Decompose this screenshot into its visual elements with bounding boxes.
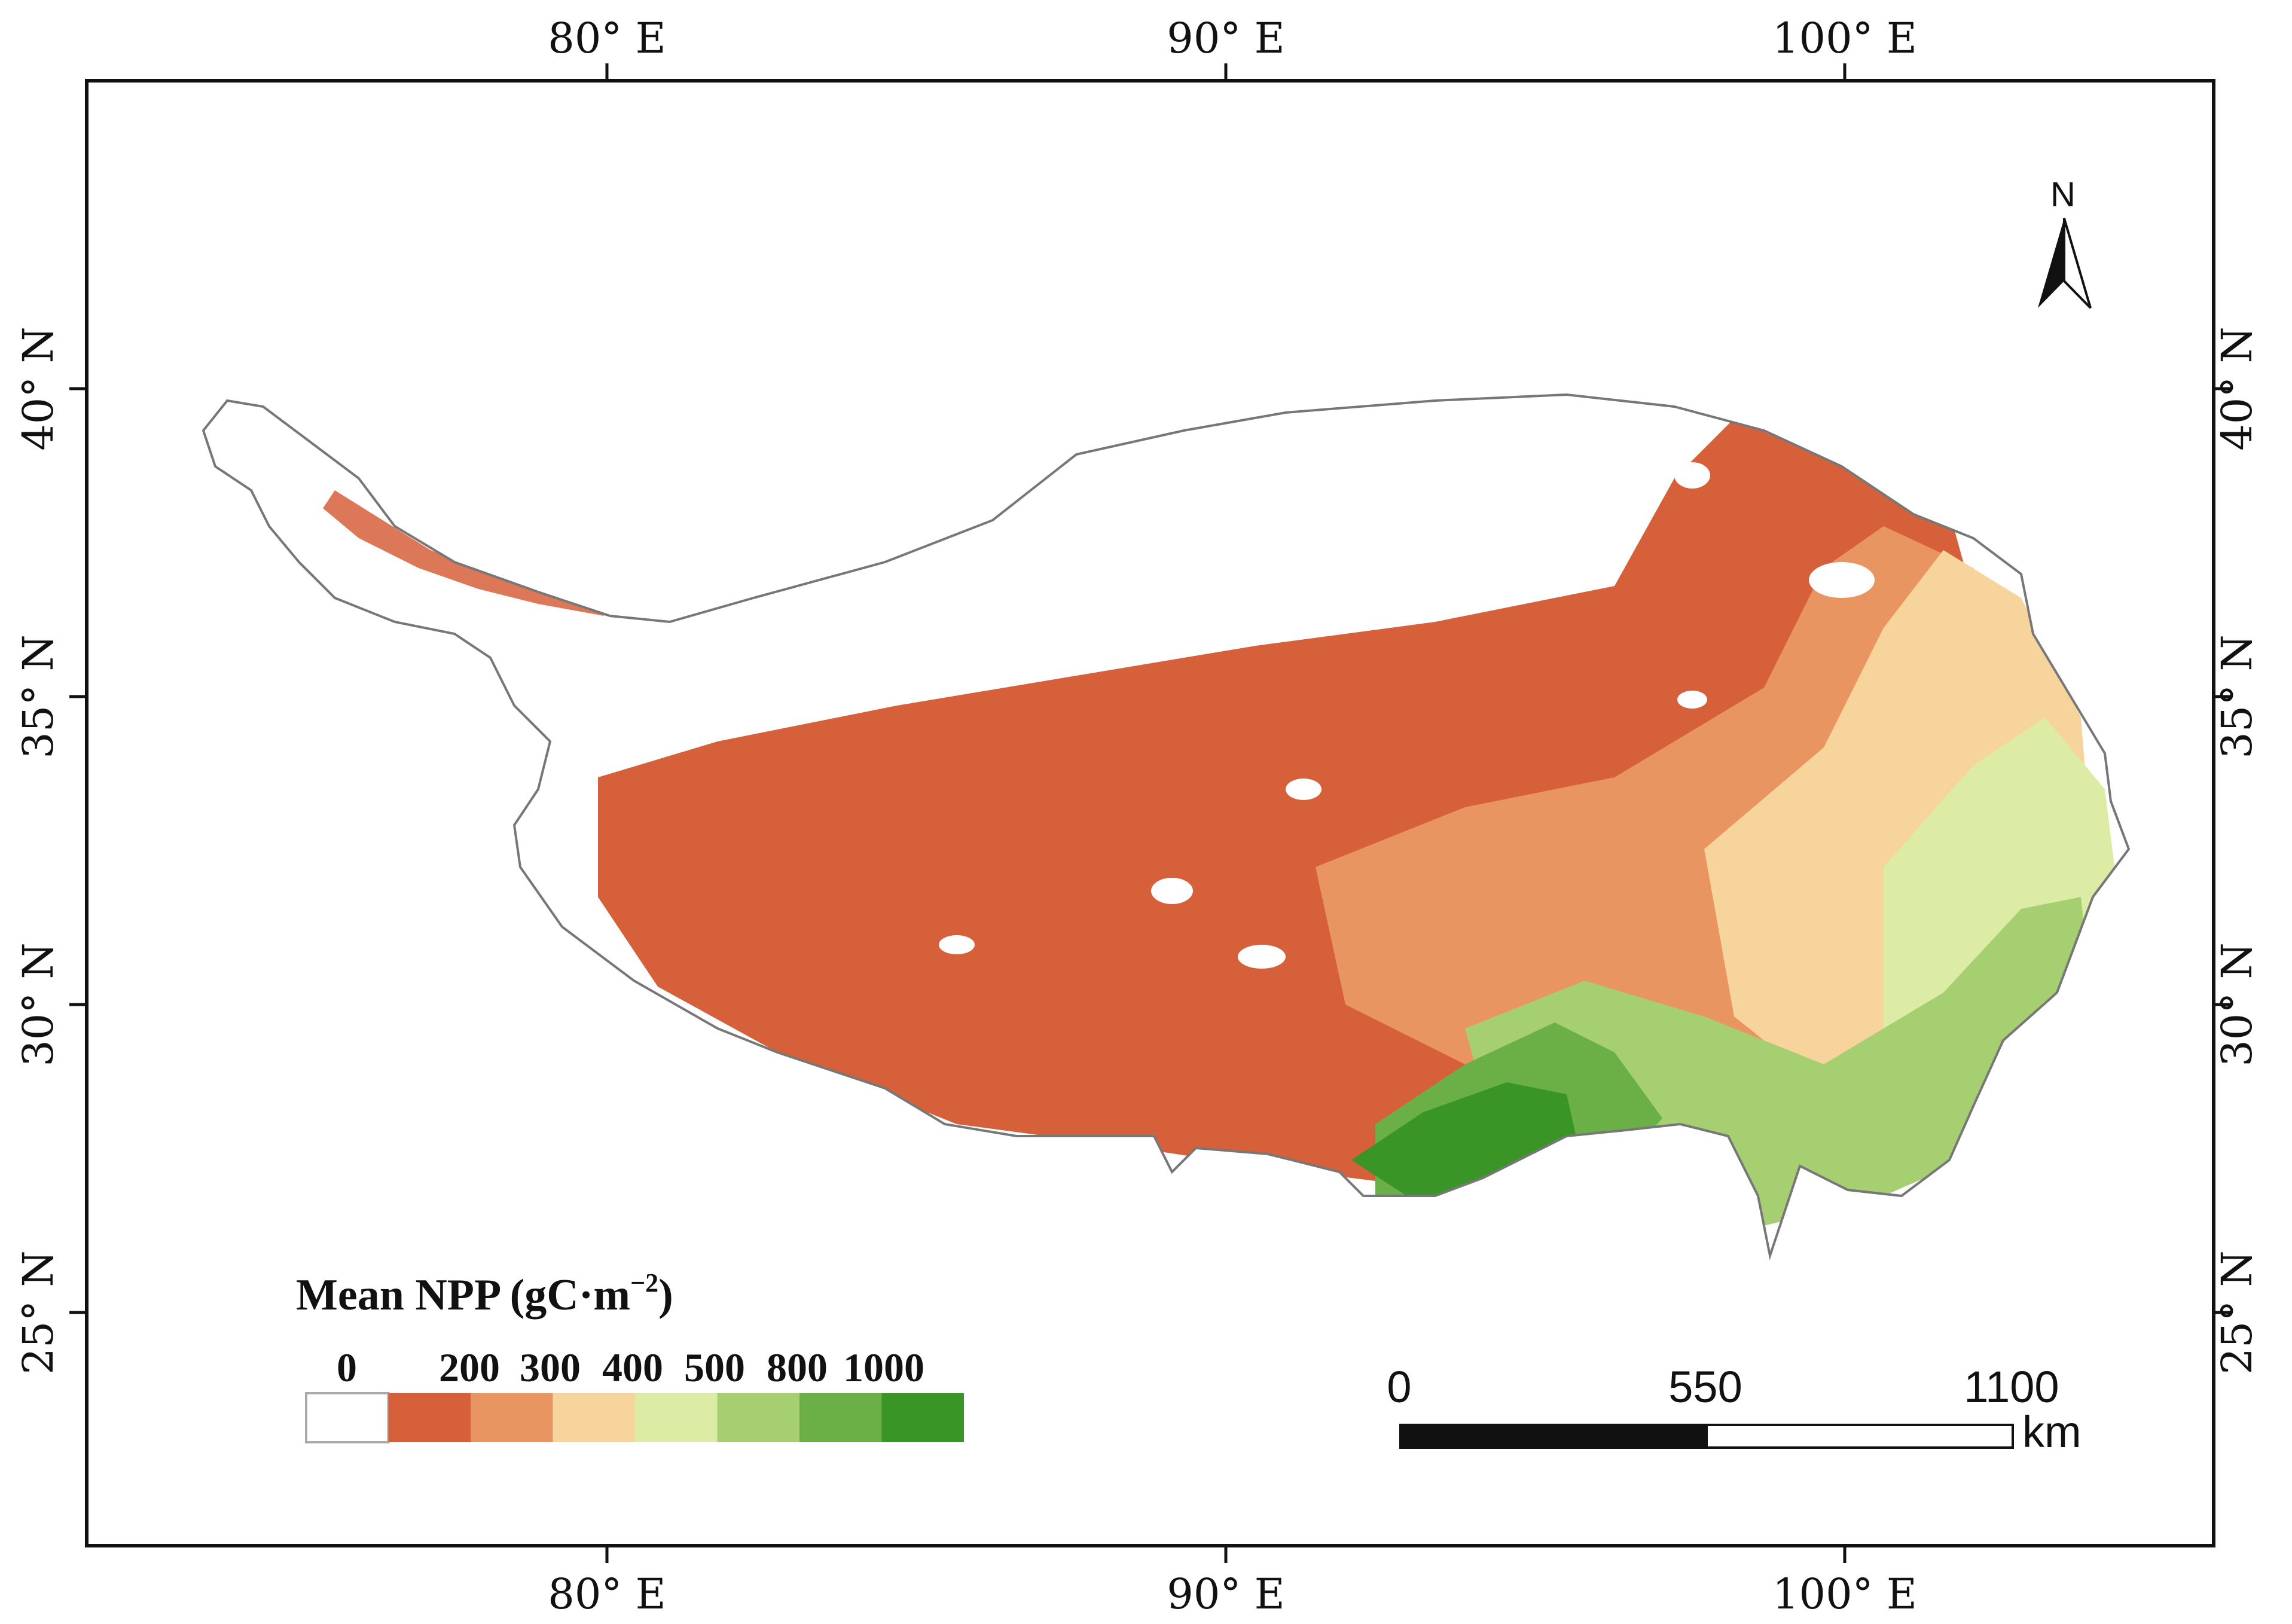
legend-swatches — [305, 1392, 964, 1443]
scale-bar: 0 550 1100 km — [1387, 1362, 2081, 1457]
legend-label-200: 200 — [439, 1345, 500, 1390]
north-arrow: N — [2038, 175, 2092, 309]
lon-label-top-80: 80° E — [548, 14, 666, 63]
legend-swatch-400-500 — [635, 1393, 718, 1442]
scale-segment-white — [1705, 1424, 2014, 1449]
north-arrow-icon — [2038, 218, 2064, 308]
lat-label-right-35: 35° N — [2212, 634, 2262, 759]
lat-label-right-25: 25° N — [2212, 1250, 2262, 1375]
legend-swatch-300-400 — [553, 1393, 635, 1442]
scale-label-1100: 1100 — [1964, 1362, 2059, 1412]
lon-label-bottom-90: 90° E — [1167, 1570, 1284, 1619]
legend-label-400: 400 — [602, 1345, 663, 1390]
lat-label-right-30: 30° N — [2212, 942, 2262, 1067]
lon-label-top-90: 90° E — [1167, 14, 1284, 63]
legend-swatch-0 — [305, 1392, 390, 1443]
npp-southwest-patch — [598, 825, 807, 1005]
north-letter: N — [2050, 175, 2076, 214]
legend-swatch-1000+ — [881, 1393, 964, 1442]
scale-unit: km — [2022, 1407, 2082, 1457]
scale-label-0: 0 — [1387, 1362, 1411, 1412]
scale-segment-black — [1399, 1424, 1708, 1449]
lon-label-bottom-100: 100° E — [1772, 1570, 1917, 1619]
legend: Mean NPP (gC·m−2) 0 200 300 400 500 800 … — [296, 1268, 964, 1443]
legend-label-800: 800 — [767, 1345, 828, 1390]
plateau-npp-raster — [203, 395, 2129, 1256]
legend-swatch-0-200 — [388, 1393, 471, 1442]
legend-label-500: 500 — [684, 1345, 745, 1390]
lat-label-left-40: 40° N — [14, 326, 63, 451]
legend-swatch-200-300 — [471, 1393, 553, 1442]
legend-label-0: 0 — [337, 1345, 357, 1390]
legend-label-1000: 1000 — [843, 1345, 924, 1390]
scale-label-550: 550 — [1668, 1362, 1742, 1412]
tick-marks — [69, 63, 2231, 1563]
legend-label-300: 300 — [520, 1345, 581, 1390]
lon-label-bottom-80: 80° E — [548, 1570, 666, 1619]
lat-label-left-35: 35° N — [14, 634, 63, 759]
lat-label-left-30: 30° N — [14, 942, 63, 1067]
legend-swatch-800-1000 — [799, 1393, 882, 1442]
lon-label-top-100: 100° E — [1772, 14, 1917, 63]
legend-swatch-500-800 — [717, 1393, 799, 1442]
lat-label-right-40: 40° N — [2212, 326, 2262, 451]
lat-label-left-25: 25° N — [14, 1250, 63, 1375]
legend-title: Mean NPP (gC·m−2) — [296, 1268, 673, 1320]
plateau-boundary — [202, 393, 2131, 1260]
